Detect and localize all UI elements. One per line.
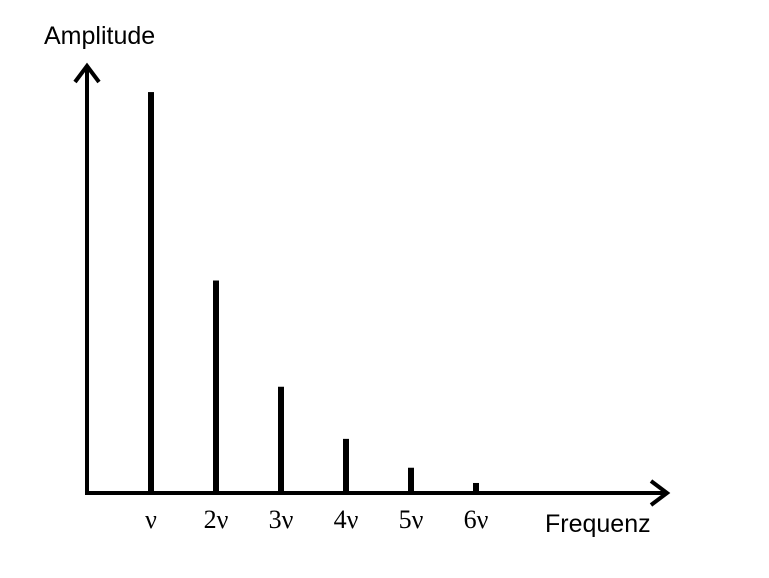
axes xyxy=(73,62,671,507)
tick-label-2: 2ν xyxy=(204,505,229,534)
bar-harmonic-4 xyxy=(343,438,349,493)
tick-labels-group: ν 2ν 3ν 4ν 5ν 6ν xyxy=(145,505,489,534)
tick-label-6: 6ν xyxy=(464,505,489,534)
bar-harmonic-3 xyxy=(278,386,284,493)
x-axis-label: Frequenz xyxy=(545,510,651,538)
bar-harmonic-1 xyxy=(148,92,154,494)
bars-group xyxy=(148,92,479,494)
y-axis-arrowhead xyxy=(73,62,101,84)
bar-harmonic-2 xyxy=(213,280,219,493)
tick-label-1: ν xyxy=(145,505,157,534)
y-axis-label: Amplitude xyxy=(44,22,155,50)
tick-label-4: 4ν xyxy=(334,505,359,534)
tick-label-3: 3ν xyxy=(269,505,294,534)
tick-label-5: 5ν xyxy=(399,505,424,534)
bar-harmonic-5 xyxy=(408,467,414,493)
bar-harmonic-6 xyxy=(473,482,479,493)
x-axis-arrowhead xyxy=(649,479,671,507)
